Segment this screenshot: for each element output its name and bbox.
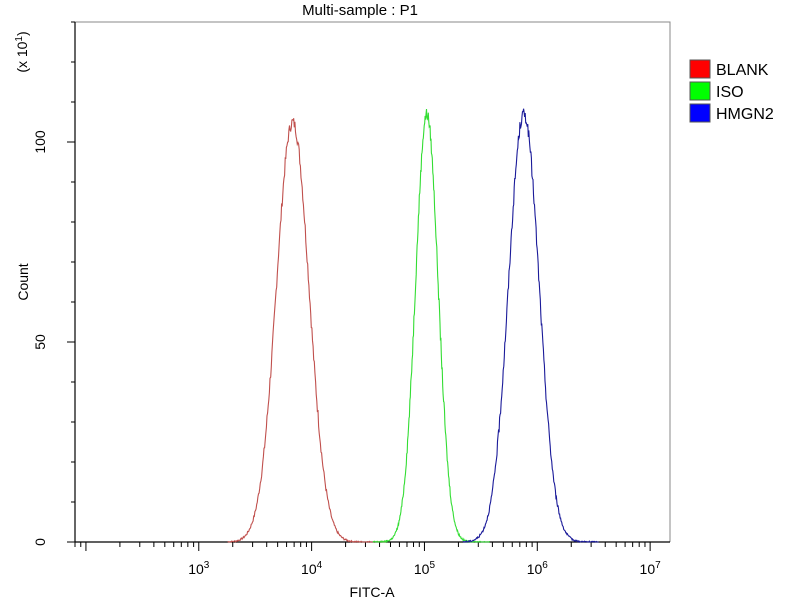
y-axis: 0 50 100: [32, 21, 76, 546]
chart-title: Multi-sample : P1: [302, 2, 418, 19]
plot-frame: [75, 21, 671, 542]
legend: BLANK ISO HMGN2: [689, 59, 774, 123]
series-line-iso: [372, 108, 490, 544]
legend-label-iso: ISO: [716, 84, 744, 101]
x-tick-label: 105: [414, 560, 436, 577]
x-axis: 103 104 105 106 107: [74, 541, 670, 577]
x-tick-label: 104: [301, 560, 323, 577]
legend-label-blank: BLANK: [716, 62, 769, 79]
plot-border: [75, 21, 671, 542]
series-line-blank: [227, 118, 386, 543]
legend-swatch-blank: [689, 59, 711, 79]
x-axis-label: FITC-A: [349, 584, 395, 600]
legend-swatch-iso: [689, 81, 711, 101]
series-line-hmgn2: [462, 108, 599, 543]
y-tick-label: 0: [32, 538, 48, 546]
x-tick-label: 103: [188, 560, 210, 577]
series-layer: [227, 108, 599, 544]
legend-swatch-hmgn2: [689, 103, 711, 123]
y-axis-label: Count: [15, 263, 31, 300]
x-tick-label: 106: [527, 560, 549, 577]
x-tick-label: 107: [640, 560, 662, 577]
legend-label-hmgn2: HMGN2: [716, 106, 774, 123]
y-multiplier-label: (x 101): [14, 31, 30, 72]
y-tick-label: 50: [32, 334, 48, 350]
y-tick-label: 100: [32, 130, 48, 154]
